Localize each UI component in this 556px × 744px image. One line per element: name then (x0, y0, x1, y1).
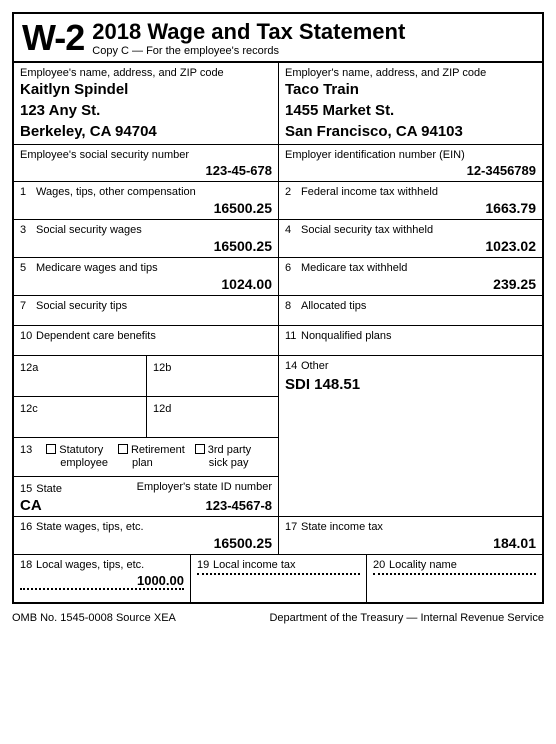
box-4: 4Social security tax withheld 1023.02 (278, 219, 542, 257)
box-6-value: 239.25 (285, 276, 536, 292)
box-15-state: CA (20, 497, 42, 514)
box-6: 6Medicare tax withheld 239.25 (278, 257, 542, 295)
ssn-value: 123-45-678 (20, 163, 272, 178)
box-17-value: 184.01 (285, 535, 536, 551)
box-2: 2Federal income tax withheld 1663.79 (278, 181, 542, 219)
box-4-value: 1023.02 (285, 238, 536, 254)
checkbox-icon[interactable] (118, 444, 128, 454)
box-19: 19Local income tax (190, 554, 366, 602)
box-3: 3Social security wages 16500.25 (14, 219, 278, 257)
box-18-value: 1000.00 (20, 573, 184, 588)
box-20: 20Locality name (366, 554, 542, 602)
box-7: 7Social security tips (14, 295, 278, 325)
box-5-value: 1024.00 (20, 276, 272, 292)
employer-addr2: San Francisco, CA 94103 (285, 123, 536, 142)
boxes-12-13-15: 12a 12b 12c 12d 13 Statutoryemployee Ret… (14, 355, 278, 515)
w2-mark: W-2 (22, 20, 84, 56)
ssn-block: Employee's social security number 123-45… (14, 144, 278, 181)
employer-label: Employer's name, address, and ZIP code (285, 67, 536, 79)
box-16: 16State wages, tips, etc. 16500.25 (14, 516, 278, 554)
ein-value: 12-3456789 (285, 163, 536, 178)
employee-block: Employee's name, address, and ZIP code K… (14, 62, 278, 144)
box-12b: 12b (146, 356, 278, 396)
box-15-eid: 123-4567-8 (206, 498, 273, 513)
box-11: 11Nonqualified plans (278, 325, 542, 355)
employer-name: Taco Train (285, 81, 536, 100)
form-title: 2018 Wage and Tax Statement (92, 20, 534, 43)
checkbox-icon[interactable] (46, 444, 56, 454)
box-15: 15State Employer's state ID number CA 12… (14, 476, 278, 516)
employee-addr1: 123 Any St. (20, 102, 272, 121)
box-12a: 12a (14, 356, 146, 396)
box-18: 18Local wages, tips, etc. 1000.00 (14, 554, 190, 602)
box-3-value: 16500.25 (20, 238, 272, 254)
box-10: 10Dependent care benefits (14, 325, 278, 355)
form-subtitle: Copy C — For the employee's records (92, 45, 534, 57)
ein-block: Employer identification number (EIN) 12-… (278, 144, 542, 181)
box-1-value: 16500.25 (20, 200, 272, 216)
box-14-value: SDI 148.51 (285, 376, 536, 393)
box-8: 8Allocated tips (278, 295, 542, 325)
ein-label: Employer identification number (EIN) (285, 149, 536, 161)
box-1: 1Wages, tips, other compensation 16500.2… (14, 181, 278, 219)
ssn-label: Employee's social security number (20, 149, 272, 161)
box-13: 13 Statutoryemployee Retirementplan 3rd … (14, 437, 278, 475)
box-12c: 12c (14, 397, 146, 437)
footer-left: OMB No. 1545-0008 Source XEA (12, 612, 176, 624)
employer-block: Employer's name, address, and ZIP code T… (278, 62, 542, 144)
box-13-sickpay: 3rd partysick pay (195, 444, 251, 469)
employee-name: Kaitlyn Spindel (20, 81, 272, 100)
box-12d: 12d (146, 397, 278, 437)
checkbox-icon[interactable] (195, 444, 205, 454)
w2-form: W-2 2018 Wage and Tax Statement Copy C —… (12, 12, 544, 604)
footer-right: Department of the Treasury — Internal Re… (269, 612, 544, 624)
box-5: 5Medicare wages and tips 1024.00 (14, 257, 278, 295)
box-16-value: 16500.25 (20, 535, 272, 551)
form-header: W-2 2018 Wage and Tax Statement Copy C —… (14, 14, 542, 62)
box-2-value: 1663.79 (285, 200, 536, 216)
box-13-statutory: Statutoryemployee (46, 444, 108, 469)
box-14: 14Other SDI 148.51 (278, 355, 542, 515)
employee-label: Employee's name, address, and ZIP code (20, 67, 272, 79)
box-13-retirement: Retirementplan (118, 444, 185, 469)
form-footer: OMB No. 1545-0008 Source XEA Department … (12, 612, 544, 624)
employee-addr2: Berkeley, CA 94704 (20, 123, 272, 142)
employer-addr1: 1455 Market St. (285, 102, 536, 121)
box-17: 17State income tax 184.01 (278, 516, 542, 554)
